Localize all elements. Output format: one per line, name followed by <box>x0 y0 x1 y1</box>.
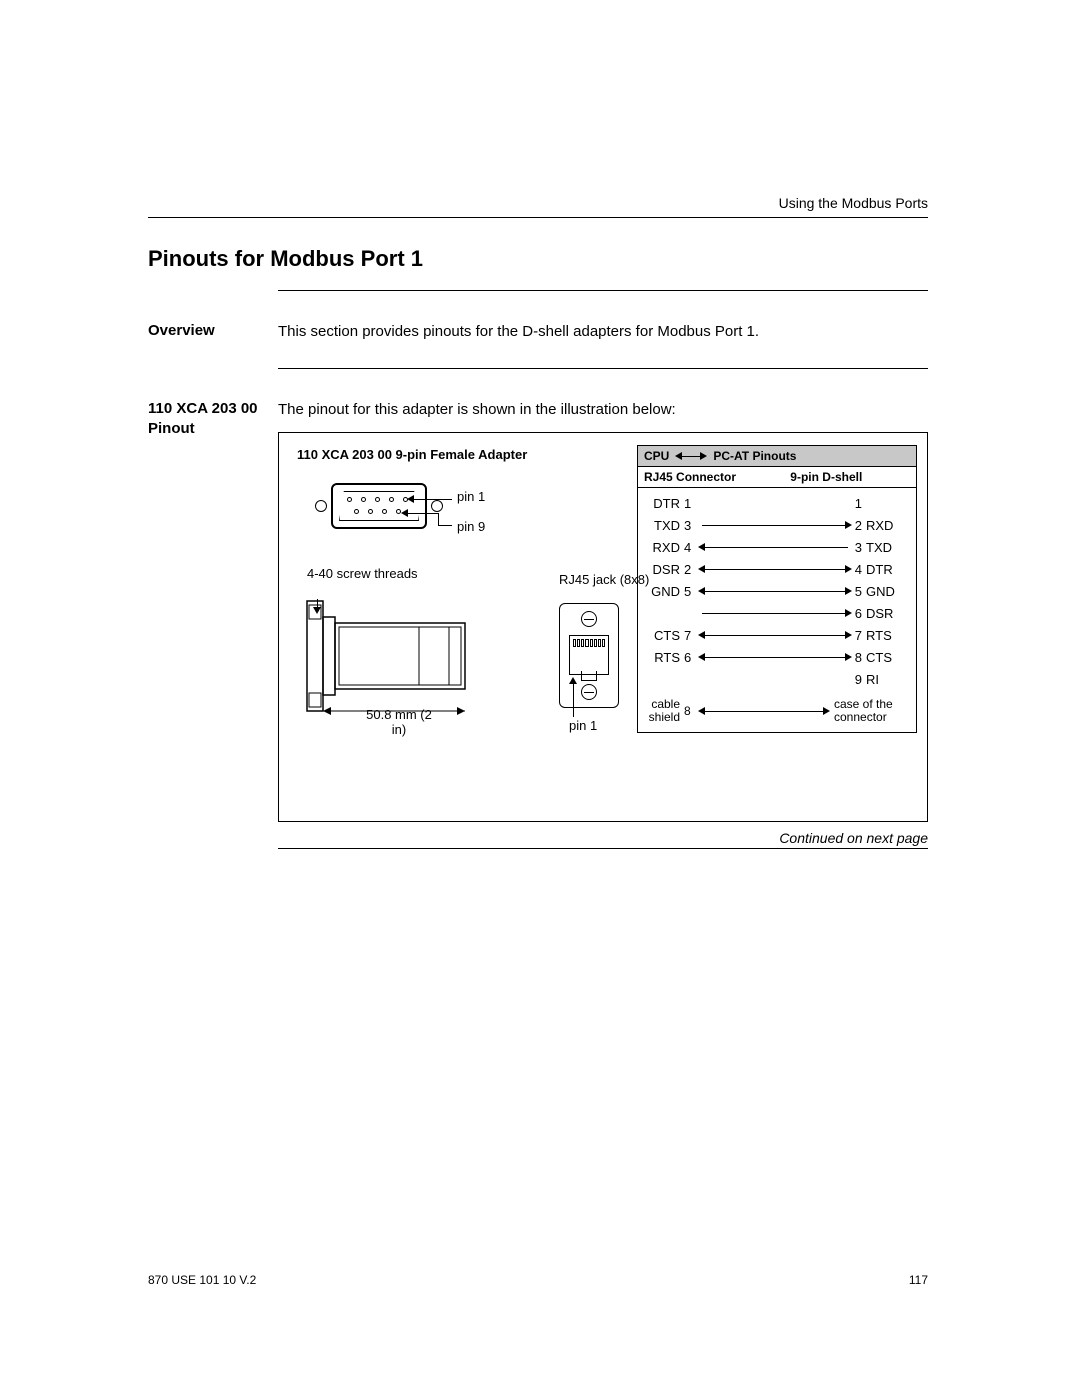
pinout-row: DTR11 <box>644 492 910 514</box>
rule-top <box>148 217 928 218</box>
pinout-text: The pinout for this adapter is shown in … <box>278 399 928 420</box>
rule-section-1 <box>278 290 928 291</box>
figure-box: 110 XCA 203 00 9-pin Female Adapter <box>278 432 928 822</box>
pinout-table: CPU PC-AT Pinouts RJ45 Connector 9-pin D… <box>637 445 917 733</box>
pinout-row: RXD43TXD <box>644 536 910 558</box>
pinout-label: 110 XCA 203 00 Pinout <box>148 399 278 438</box>
rule-section-3 <box>278 848 928 849</box>
db9-connector-icon <box>309 473 449 543</box>
bi-arrow-icon <box>675 452 707 460</box>
pinout-row: TXD32RXD <box>644 514 910 536</box>
pinout-row: 6DSR <box>644 602 910 624</box>
pinout-row: CTS77RTS <box>644 624 910 646</box>
pinout-sub-left: RJ45 Connector <box>644 470 790 484</box>
pinout-header-right: PC-AT Pinouts <box>713 449 796 463</box>
footer-right: 117 <box>909 1273 928 1287</box>
rule-section-2 <box>278 368 928 369</box>
pinout-row: GND55GND <box>644 580 910 602</box>
pinout-row: RTS68CTS <box>644 646 910 668</box>
pinout-row: 9RI <box>644 668 910 690</box>
running-head: Using the Modbus Ports <box>148 195 928 211</box>
footer-left: 870 USE 101 10 V.2 <box>148 1273 256 1287</box>
overview-row: Overview This section provides pinouts f… <box>148 321 928 342</box>
cable-shield-row: cable shield 8 case of the connector <box>638 698 916 732</box>
pinout-table-header: CPU PC-AT Pinouts <box>638 446 916 467</box>
annotation-rj45-jack: RJ45 jack (8x8) <box>559 573 649 588</box>
adapter-side-icon <box>299 593 539 723</box>
pinout-table-subheader: RJ45 Connector 9-pin D-shell <box>638 467 916 488</box>
pinout-table-body: DTR11TXD32RXDRXD43TXDDSR24DTRGND55GND6DS… <box>638 488 916 698</box>
pinout-header-left: CPU <box>644 449 669 463</box>
rj45-jack-icon <box>559 603 619 708</box>
pinout-sub-right: 9-pin D-shell <box>790 470 910 484</box>
annotation-pin1: pin 1 <box>457 489 485 504</box>
pinout-row: 110 XCA 203 00 Pinout The pinout for thi… <box>148 399 928 849</box>
annotation-screw-threads: 4-40 screw threads <box>307 567 418 582</box>
annotation-dimension: 50.8 mm (2 in) <box>359 708 439 738</box>
figure-title: 110 XCA 203 00 9-pin Female Adapter <box>297 447 527 462</box>
annotation-cable-shield: cable shield <box>644 698 684 724</box>
annotation-pin9: pin 9 <box>457 519 485 534</box>
pinout-row: DSR24DTR <box>644 558 910 580</box>
annotation-case-of-connector: case of the connector <box>830 698 910 724</box>
overview-label: Overview <box>148 321 278 341</box>
cable-shield-pin: 8 <box>684 704 698 718</box>
overview-text: This section provides pinouts for the D-… <box>278 321 928 342</box>
page-footer: 870 USE 101 10 V.2 117 <box>148 1273 928 1287</box>
annotation-rj45-pin1: pin 1 <box>569 718 597 733</box>
page-title: Pinouts for Modbus Port 1 <box>148 246 928 272</box>
continued-text: Continued on next page <box>278 830 928 846</box>
